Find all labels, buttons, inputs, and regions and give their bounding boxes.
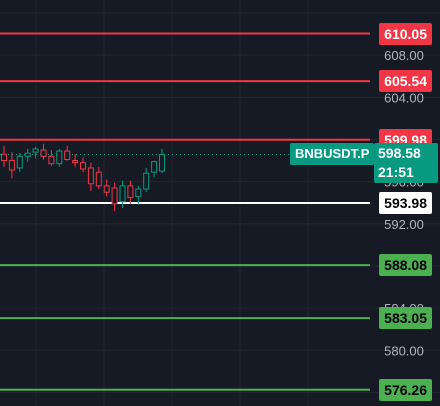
price-level-label: 605.54 [379, 70, 432, 92]
candle-body [87, 167, 94, 185]
candle-body [135, 188, 142, 197]
candle-body [40, 149, 47, 157]
candle-body [56, 150, 63, 165]
candle-body [80, 162, 86, 170]
candle-countdown: 21:51 [378, 164, 414, 180]
current-price-tag: 598.58 21:51 [374, 143, 438, 183]
y-axis-tick-label: 580.00 [384, 343, 424, 358]
price-level-label: 576.26 [379, 379, 432, 401]
y-axis-tick-label: 608.00 [384, 48, 424, 63]
current-price-value: 598.58 [378, 145, 421, 161]
candle-body [64, 150, 71, 161]
candle-body [16, 155, 23, 169]
candle-body [8, 160, 15, 171]
symbol-label: BNBUSDT.P [290, 143, 375, 165]
candle-body [151, 161, 158, 173]
price-level-label: 610.05 [379, 23, 432, 45]
candle-body [119, 185, 126, 203]
candle-body [103, 185, 110, 193]
candle-body [48, 155, 55, 165]
candle-body [143, 172, 150, 190]
candle-body [127, 185, 134, 198]
price-level-label: 583.05 [379, 307, 432, 329]
candle-body [95, 171, 102, 187]
candle-body [72, 160, 79, 164]
candle-body [32, 148, 39, 153]
y-axis-tick-label: 592.00 [384, 217, 424, 232]
price-level-label: 588.08 [379, 254, 432, 276]
candle-body [159, 153, 165, 172]
y-axis-tick-label: 604.00 [384, 90, 424, 105]
candle-body [24, 152, 31, 157]
candle-body [111, 187, 118, 205]
price-level-label: 593.98 [379, 192, 432, 214]
candle-body [1, 153, 7, 162]
